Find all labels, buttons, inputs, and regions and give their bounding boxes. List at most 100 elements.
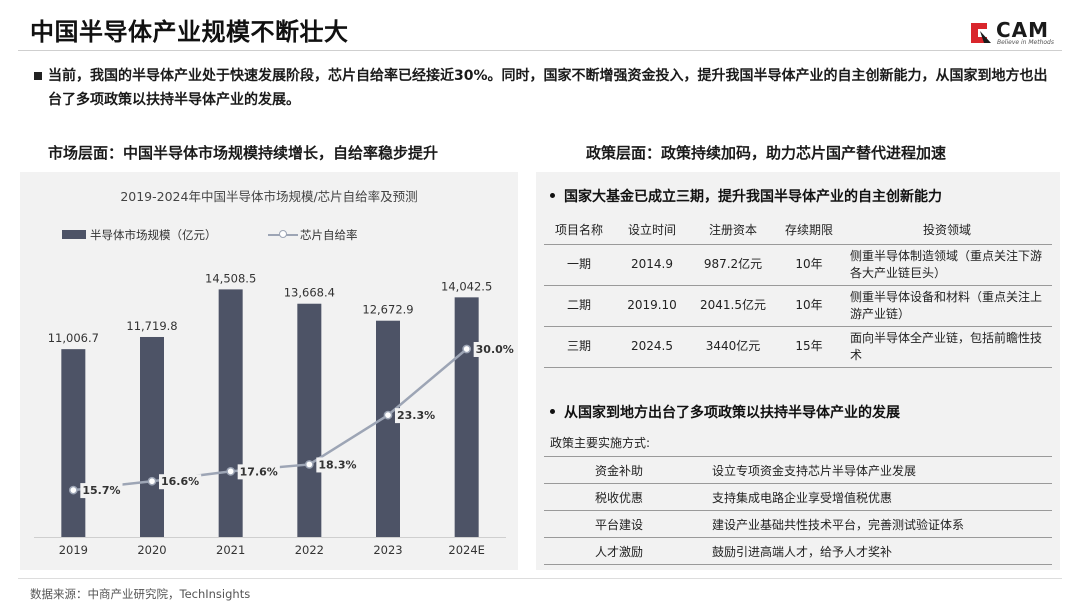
legend-bar-swatch	[62, 230, 86, 239]
legend-bar-label: 半导体市场规模（亿元）	[90, 228, 217, 242]
policy-table: 资金补助 设立专项资金支持芯片半导体产业发展 税收优惠 支持集成电路企业享受增值…	[544, 456, 1052, 565]
x-tick-label: 2024E	[448, 543, 485, 557]
fund-cell: 3440亿元	[690, 325, 776, 368]
policy-subheading: 政策主要实施方式:	[550, 436, 651, 450]
line-point	[147, 476, 157, 486]
line-value-label: 17.6%	[240, 465, 278, 478]
chart-title: 2019-2024年中国半导体市场规模/芯片自给率及预测	[120, 189, 418, 204]
table-row: 资金补助 设立专项资金支持芯片半导体产业发展	[544, 456, 1052, 484]
table-row: 二期 2019.10 2041.5亿元 10年 侧重半导体设备和材料（重点关注上…	[544, 284, 1052, 326]
policy-heading-text: 从国家到地方出台了多项政策以扶持半导体产业的发展	[564, 405, 900, 421]
policy-detail: 支持集成电路企业享受增值税优惠	[694, 483, 1052, 511]
policy-detail: 设立专项资金支持芯片半导体产业发展	[694, 456, 1052, 484]
bar-2020	[140, 336, 164, 537]
x-tick-label: 2020	[137, 543, 166, 557]
source-note: 数据来源：中商产业研究院，TechInsights	[30, 587, 251, 601]
table-row: 三期 2024.5 3440亿元 15年 面向半导体全产业链，包括前瞻性技术	[544, 325, 1052, 368]
page-title: 中国半导体产业规模不断壮大	[30, 18, 349, 46]
logo-mark-icon	[971, 23, 991, 43]
line-point	[383, 410, 393, 420]
bar-2023	[376, 320, 400, 537]
bar-value-label: 14,508.5	[205, 271, 256, 285]
bar-value-label: 12,672.9	[362, 303, 413, 317]
x-tick-label: 2022	[295, 543, 324, 557]
footer-divider	[18, 578, 1062, 579]
fund-heading-text: 国家大基金已成立三期，提升我国半导体产业的自主创新能力	[564, 189, 942, 205]
line-value-label: 18.3%	[318, 458, 356, 471]
fund-heading: 国家大基金已成立三期，提升我国半导体产业的自主创新能力	[550, 186, 942, 206]
policy-detail: 鼓励引进高端人才，给予人才奖补	[694, 537, 1052, 565]
bar-2021	[218, 289, 243, 537]
table-row: 一期 2014.9 987.2亿元 10年 侧重半导体制造领域（重点关注下游各大…	[544, 243, 1052, 285]
legend-line-label: 芯片自给率	[300, 228, 358, 242]
fund-cell: 侧重半导体设备和材料（重点关注上游产业链）	[842, 284, 1052, 326]
policy-panel: 国家大基金已成立三期，提升我国半导体产业的自主创新能力 项目名称 设立时间 注册…	[536, 172, 1060, 570]
title-divider	[18, 50, 1062, 51]
fund-cell: 10年	[776, 243, 842, 285]
left-section-heading: 市场层面：中国半导体市场规模持续增长，自给率稳步提升	[48, 144, 439, 162]
bar-2019	[61, 349, 86, 537]
policy-heading: 从国家到地方出台了多项政策以扶持半导体产业的发展	[550, 402, 900, 422]
fund-cell: 2024.5	[614, 325, 690, 368]
policy-method: 税收优惠	[544, 483, 694, 511]
table-row: 税收优惠 支持集成电路企业享受增值税优惠	[544, 483, 1052, 511]
fund-col-date: 设立时间	[627, 223, 676, 238]
fund-cell: 2014.9	[614, 243, 690, 285]
logo-tagline: Believe in Methods	[997, 39, 1054, 46]
fund-cell: 10年	[776, 284, 842, 326]
fund-cell: 2019.10	[614, 284, 690, 326]
fund-table: 项目名称 设立时间 注册资本 存续期限 投资领域 一期 2014.9 987.2…	[544, 216, 1052, 368]
fund-cell: 2041.5亿元	[690, 284, 776, 326]
fund-cell: 一期	[544, 243, 614, 285]
fund-table-header: 项目名称 设立时间 注册资本 存续期限 投资领域	[544, 216, 1052, 244]
table-row: 平台建设 建设产业基础共性技术平台，完善测试验证体系	[544, 510, 1052, 538]
line-label-bg	[316, 457, 359, 473]
fund-cell: 三期	[544, 325, 614, 368]
line-point	[226, 466, 236, 476]
policy-method: 平台建设	[544, 510, 694, 538]
x-tick-label: 2023	[373, 543, 402, 557]
fund-cell: 987.2亿元	[690, 243, 776, 285]
right-section-heading: 政策层面：政策持续加码，助力芯片国产替代进程加速	[586, 144, 947, 162]
line-value-label: 30.0%	[476, 343, 514, 356]
line-label-bg	[159, 474, 202, 490]
fund-cell: 侧重半导体制造领域（重点关注下游各大产业链巨头）	[842, 243, 1052, 285]
fund-cell: 面向半导体全产业链，包括前瞻性技术	[842, 325, 1052, 368]
bar-2024E	[454, 297, 479, 537]
line-point	[462, 344, 472, 354]
bar-2022	[297, 303, 322, 537]
bar-value-label: 13,668.4	[284, 286, 335, 300]
line-label-bg	[473, 342, 516, 357]
cam-logo: CAM Believe in Methods	[970, 18, 1062, 46]
fund-col-name: 项目名称	[554, 223, 603, 238]
intro-paragraph: 当前，我国的半导体产业处于快速发展阶段，芯片自给率已经接近30%。同时，国家不断…	[34, 64, 1058, 112]
line-point	[304, 460, 314, 469]
bullet-dot-icon	[550, 192, 555, 198]
x-tick-label: 2019	[59, 543, 88, 557]
bullet-square-icon	[34, 72, 42, 80]
fund-col-capital: 注册资本	[708, 223, 757, 238]
line-label-bg	[80, 483, 123, 499]
x-tick-label: 2021	[216, 543, 245, 557]
line-point	[68, 485, 78, 495]
bar-value-label: 11,719.8	[126, 319, 177, 333]
fund-cell: 二期	[544, 284, 614, 326]
bar-value-label: 14,042.5	[441, 279, 492, 293]
fund-cell: 15年	[776, 325, 842, 368]
bar-value-label: 11,006.7	[48, 331, 99, 345]
policy-detail: 建设产业基础共性技术平台，完善测试验证体系	[694, 510, 1052, 538]
table-row: 人才激励 鼓励引进高端人才，给予人才奖补	[544, 537, 1052, 565]
fund-col-duration: 存续期限	[784, 223, 833, 238]
logo-name: CAM	[996, 18, 1050, 42]
line-value-label: 23.3%	[397, 409, 435, 422]
fund-col-area: 投资领域	[922, 223, 971, 238]
policy-method: 人才激励	[544, 537, 694, 565]
policy-method: 资金补助	[544, 456, 694, 484]
legend-line-marker-icon	[279, 230, 287, 238]
bullet-dot-icon	[550, 408, 555, 414]
line-label-bg	[395, 408, 438, 424]
line-value-label: 15.7%	[82, 484, 120, 497]
line-label-bg	[237, 464, 280, 480]
line-value-label: 16.6%	[161, 475, 199, 488]
intro-text: 当前，我国的半导体产业处于快速发展阶段，芯片自给率已经接近30%。同时，国家不断…	[48, 68, 1048, 108]
